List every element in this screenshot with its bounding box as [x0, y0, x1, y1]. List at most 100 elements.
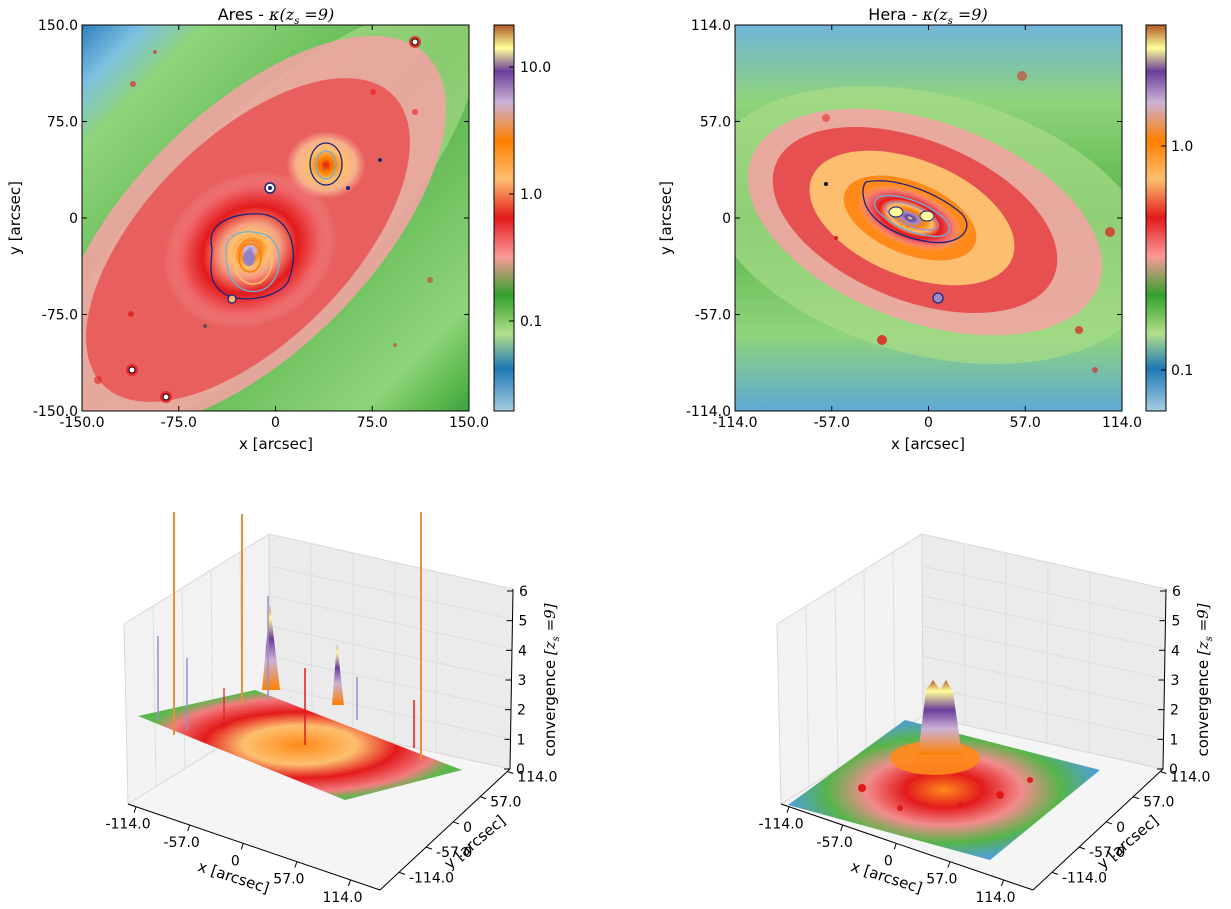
y-tick-label: -114.0 — [409, 870, 454, 886]
hera-colorbar-ticks: 1.0 0.1 — [1161, 139, 1193, 379]
y-tick-label: 0 — [722, 211, 731, 227]
y-tick-label: 57.0 — [490, 795, 521, 811]
x-tick — [187, 824, 191, 832]
z-tick-label: 5 — [519, 614, 528, 630]
x-tick — [840, 824, 844, 832]
hera-peaks — [824, 182, 944, 304]
y-tick-label: 114.0 — [691, 18, 731, 34]
y-tick — [507, 771, 514, 774]
y-tick — [480, 796, 487, 800]
ares-cbar-tick-label: 0.1 — [520, 314, 542, 330]
x-tick-label: -114.0 — [712, 415, 757, 431]
z-tick-label: 6 — [519, 584, 528, 600]
z-tick-label: 4 — [1171, 643, 1180, 659]
y-tick — [425, 846, 433, 850]
hera-cbar-tick-label: 1.0 — [1171, 139, 1193, 155]
hera-map-panel: -114.0 -57.0 0 57.0 114.0 114.0 57.0 0 -57.0 -114… — [657, 5, 1193, 453]
x-tick-label: 150.0 — [449, 415, 489, 431]
y-tick — [1105, 821, 1113, 825]
hera-3d-ticks: -114.0 -57.0 0 57.0 114.0 114.0 57.0 0 -57.0 -114… — [758, 584, 1210, 906]
x-tick — [240, 843, 244, 850]
z-tick-label: 2 — [517, 703, 526, 719]
x-tick-label: 0 — [231, 853, 240, 869]
z-tick-label: 0 — [516, 762, 525, 778]
x-tick-label: -57.0 — [814, 415, 850, 431]
z-tick-label: 5 — [1172, 614, 1181, 630]
x-tick — [348, 879, 351, 887]
ares-cbar-tick-label: 1.0 — [520, 187, 542, 203]
y-tick-label: 0 — [1116, 820, 1125, 836]
x-tick-label: -75.0 — [161, 415, 197, 431]
y-tick-label: -57.0 — [695, 308, 731, 324]
x-tick — [947, 861, 951, 868]
y-tick-label: -114.0 — [686, 404, 731, 420]
y-tick-label: 0 — [69, 211, 78, 227]
z-tick-label: 6 — [1172, 584, 1181, 600]
x-tick-label: -57.0 — [164, 835, 200, 851]
x-tick-label: 75.0 — [357, 415, 388, 431]
hera-spikes — [858, 680, 1033, 811]
hera-3d-zlabel: convergence [zs =9] — [1194, 603, 1215, 756]
ares-main-peak — [243, 250, 255, 266]
y-tick — [1051, 871, 1059, 875]
x-tick — [1001, 879, 1004, 887]
x-tick-label: -114.0 — [758, 817, 803, 833]
hera-cbar-tick-label: 0.1 — [1171, 363, 1193, 379]
x-tick-label: 57.0 — [926, 872, 957, 888]
ares-surface — [138, 690, 462, 800]
z-tick-label: 3 — [1171, 673, 1180, 689]
hera-ylabel: y [arcsec] — [657, 181, 675, 255]
ares-title: Ares - κ(zs =9) — [218, 5, 335, 27]
ares-contours — [210, 142, 343, 300]
x-tick-label: 114.0 — [322, 890, 362, 906]
y-tick — [1078, 846, 1086, 850]
ares-3d-zlabel: convergence [zs =9] — [541, 603, 562, 756]
y-tick-label: -150.0 — [33, 404, 78, 420]
ares-xlabel: x [arcsec] — [239, 435, 313, 453]
z-tick-label: 0 — [1169, 762, 1178, 778]
hera-title: Hera - κ(zs =9) — [868, 5, 987, 27]
x-tick-label: 114.0 — [975, 890, 1015, 906]
y-tick-label: 75.0 — [47, 115, 78, 131]
y-tick — [398, 871, 406, 875]
hera-surface — [788, 720, 1100, 860]
hera-xlabel: x [arcsec] — [891, 435, 965, 453]
ares-map-panel: -150.0 -75.0 0 75.0 150.0 150.0 75.0 0 -75.0 -150… — [6, 5, 551, 453]
x-tick — [294, 861, 298, 868]
y-tick — [1133, 796, 1140, 800]
z-tick-label: 3 — [518, 673, 527, 689]
ares-ticks: -150.0 -75.0 0 75.0 150.0 150.0 75.0 0 -75.0 -150… — [33, 18, 489, 431]
y-tick-label: 0 — [463, 820, 472, 836]
x-tick-label: 114.0 — [1102, 415, 1142, 431]
y-tick-label: 57.0 — [700, 115, 731, 131]
z-tick-label: 2 — [1170, 703, 1179, 719]
y-tick-label: 57.0 — [1143, 795, 1174, 811]
ares-cbar-tick-label: 10.0 — [520, 60, 551, 76]
x-tick-label: 0 — [884, 853, 893, 869]
x-tick-label: -57.0 — [817, 835, 853, 851]
x-tick-label: -114.0 — [105, 817, 150, 833]
hera-ticks: -114.0 -57.0 0 57.0 114.0 114.0 57.0 0 -57.0 -114… — [686, 18, 1142, 431]
ares-3d-ticks: -114.0 -57.0 0 57.0 114.0 114.0 57.0 0 -57.0 -114… — [105, 584, 557, 906]
y-tick — [452, 821, 460, 825]
x-tick-label: -150.0 — [59, 415, 104, 431]
x-tick-label: 0 — [924, 415, 933, 431]
z-tick-label: 1 — [517, 732, 526, 748]
ares-satellites — [94, 36, 433, 403]
z-tick-label: 1 — [1170, 732, 1179, 748]
ares-spikes — [157, 512, 422, 760]
x-tick — [893, 843, 897, 850]
x-tick-label: 57.0 — [1010, 415, 1041, 431]
y-tick-label: 114.0 — [517, 770, 557, 786]
y-tick-label: -57.0 — [436, 845, 472, 861]
ares-3d-panel: -114.0 -57.0 0 57.0 114.0 114.0 57.0 0 -57.0 -114… — [105, 512, 562, 906]
y-tick-label: -57.0 — [1089, 845, 1125, 861]
x-tick-label: 0 — [271, 415, 280, 431]
ares-colorbar-ticks: 10.0 1.0 0.1 — [509, 60, 551, 330]
y-tick-label: -114.0 — [1062, 870, 1107, 886]
x-tick-label: 57.0 — [273, 872, 304, 888]
ares-colorbar — [493, 24, 515, 412]
hera-colorbar — [1145, 24, 1167, 412]
x-tick — [786, 806, 790, 813]
